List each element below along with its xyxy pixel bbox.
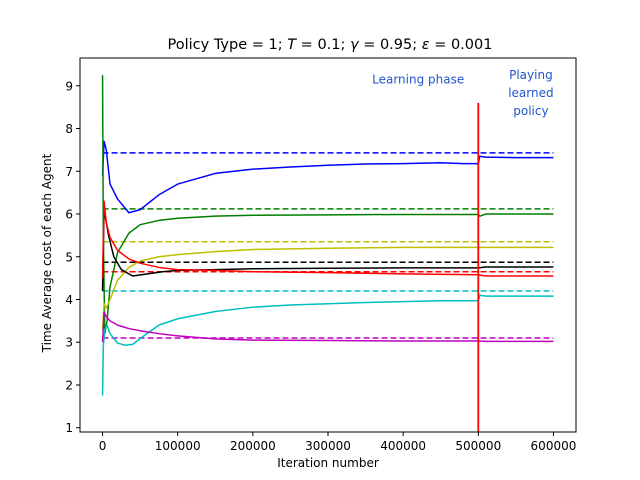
x-tick-label-5: 500000 [455,439,501,453]
series-line-4 [101,200,554,279]
plot-area [101,75,554,432]
y-tick-label-7: 8 [65,122,73,136]
x-tick-label-4: 400000 [380,439,426,453]
series-line-0 [101,140,554,214]
x-tick-label-0: 0 [99,439,107,453]
series-line-3 [101,211,554,291]
y-tick-label-0: 1 [65,421,73,435]
axes-frame [79,57,577,433]
annotation-0: Learning phase [372,72,464,86]
series-line-5 [101,294,554,396]
annotation-3: policy [513,104,548,118]
x-tick-label-2: 200000 [230,439,276,453]
annotations: Learning phase Playing learned policy [372,68,553,118]
series-line-1 [101,75,554,335]
series-line-2 [101,246,554,330]
chart-title: Policy Type = 1; T = 0.1; γ = 0.95; ε = … [168,37,493,53]
x-tick-label-1: 100000 [155,439,201,453]
annotation-1: Playing [509,68,553,82]
y-axis-label: Time Average cost of each Agent [40,153,54,353]
y-axis: 1 2 3 4 5 6 7 8 9 [65,79,80,435]
y-tick-label-1: 2 [65,378,73,392]
y-tick-label-3: 4 [65,293,73,307]
y-tick-label-8: 9 [65,79,73,93]
x-tick-label-3: 300000 [305,439,351,453]
x-axis: 0 100000 200000 300000 400000 500000 600000 [99,432,577,453]
y-tick-label-6: 7 [65,165,73,179]
y-tick-label-5: 6 [65,208,73,222]
x-axis-label: Iteration number [277,456,379,470]
y-tick-label-2: 3 [65,336,73,350]
series-line-6 [101,311,554,343]
x-tick-label-6: 600000 [531,439,577,453]
y-tick-label-4: 5 [65,250,73,264]
annotation-2: learned [508,86,553,100]
